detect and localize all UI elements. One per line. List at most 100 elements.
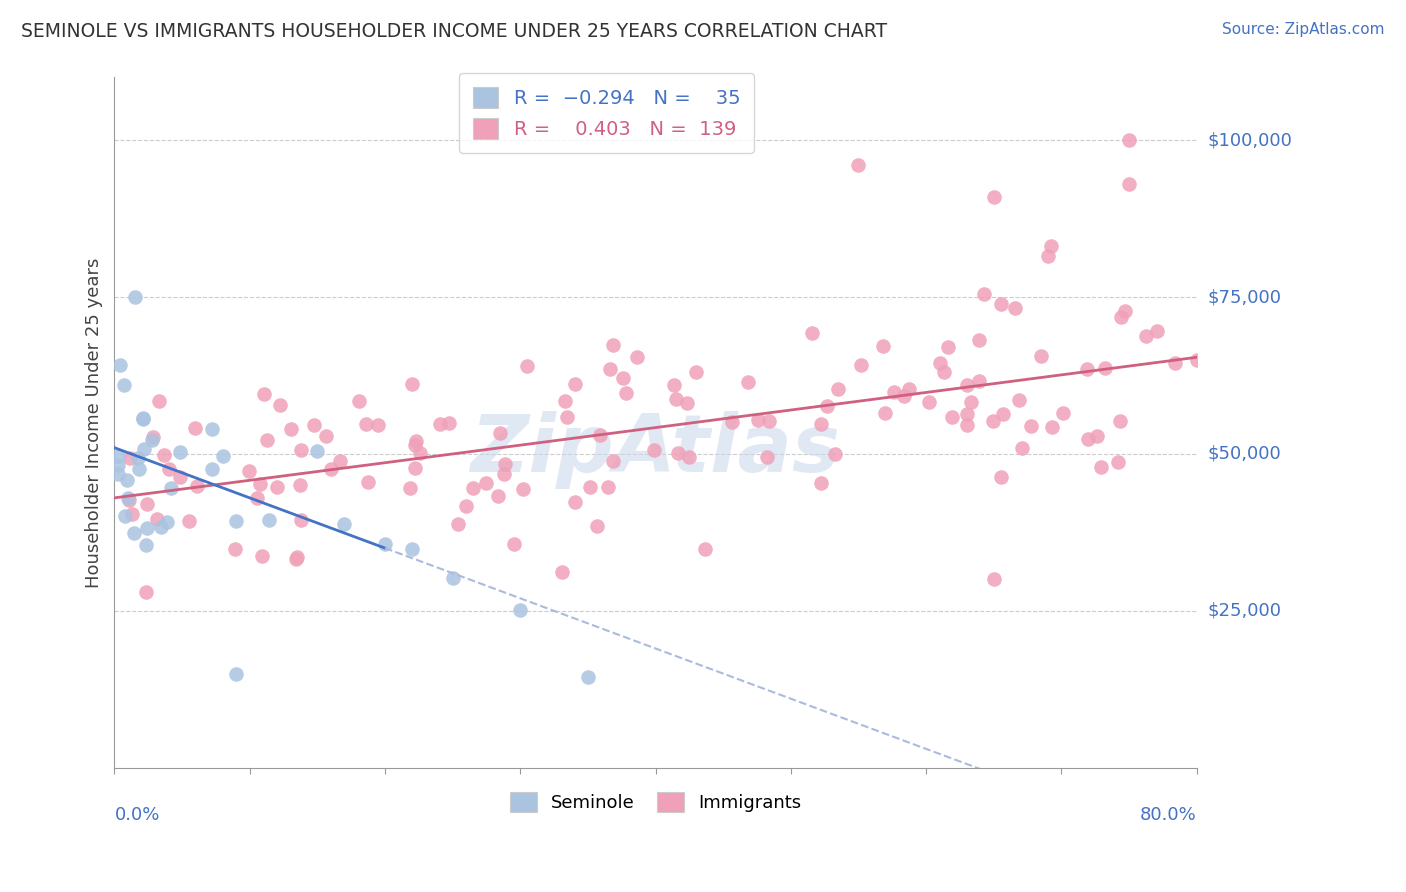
Point — [1185, 352, 1208, 367]
Point — [374, 537, 396, 551]
Point — [454, 499, 477, 513]
Point — [367, 418, 389, 433]
Point — [441, 571, 464, 585]
Point — [134, 442, 156, 456]
Point — [259, 513, 281, 527]
Point — [973, 287, 995, 301]
Point — [758, 413, 780, 427]
Point — [169, 470, 191, 484]
Point — [983, 573, 1005, 587]
Point — [665, 392, 688, 406]
Point — [169, 445, 191, 459]
Point — [153, 448, 176, 462]
Point — [141, 433, 163, 447]
Point — [249, 477, 271, 491]
Point — [554, 394, 576, 409]
Point — [612, 371, 634, 385]
Point — [1076, 361, 1098, 376]
Point — [678, 450, 700, 464]
Point — [157, 462, 180, 476]
Point — [148, 394, 170, 409]
Point — [253, 387, 276, 401]
Point — [956, 407, 979, 421]
Point — [489, 425, 512, 440]
Point — [404, 438, 426, 452]
Point — [1004, 301, 1026, 316]
Point — [564, 377, 586, 392]
Point — [990, 297, 1012, 311]
Point — [1011, 441, 1033, 455]
Point — [409, 446, 432, 460]
Point — [1085, 429, 1108, 443]
Point — [1164, 356, 1187, 370]
Point — [131, 411, 153, 425]
Point — [290, 513, 312, 527]
Point — [201, 462, 224, 476]
Point — [135, 497, 157, 511]
Point — [557, 410, 579, 425]
Point — [155, 515, 177, 529]
Point — [333, 517, 356, 532]
Point — [626, 350, 648, 364]
Legend: Seminole, Immigrants: Seminole, Immigrants — [501, 783, 810, 821]
Point — [883, 384, 905, 399]
Point — [302, 417, 325, 432]
Point — [1052, 406, 1074, 420]
Text: ZipAtlas: ZipAtlas — [471, 411, 841, 489]
Point — [115, 473, 138, 487]
Point — [1146, 324, 1168, 338]
Point — [873, 406, 896, 420]
Text: SEMINOLE VS IMMIGRANTS HOUSEHOLDER INCOME UNDER 25 YEARS CORRELATION CHART: SEMINOLE VS IMMIGRANTS HOUSEHOLDER INCOM… — [21, 22, 887, 41]
Point — [128, 462, 150, 476]
Point — [238, 464, 260, 478]
Point — [983, 189, 1005, 203]
Point — [824, 447, 846, 461]
Point — [347, 393, 370, 408]
Point — [981, 414, 1004, 428]
Point — [1029, 349, 1052, 363]
Text: $100,000: $100,000 — [1208, 131, 1292, 149]
Point — [112, 377, 135, 392]
Point — [405, 434, 427, 449]
Point — [124, 290, 146, 304]
Point — [551, 565, 574, 579]
Point — [893, 389, 915, 403]
Point — [936, 340, 959, 354]
Point — [186, 479, 208, 493]
Point — [107, 467, 129, 482]
Point — [1036, 249, 1059, 263]
Point — [1040, 238, 1063, 252]
Point — [135, 585, 157, 599]
Point — [401, 541, 423, 556]
Point — [602, 454, 624, 468]
Point — [107, 449, 129, 463]
Point — [1135, 328, 1157, 343]
Text: Source: ZipAtlas.com: Source: ZipAtlas.com — [1222, 22, 1385, 37]
Point — [118, 492, 141, 507]
Point — [1008, 393, 1031, 408]
Point — [993, 407, 1015, 421]
Point — [956, 417, 979, 432]
Point — [579, 480, 602, 494]
Text: 0.0%: 0.0% — [114, 805, 160, 823]
Point — [285, 549, 308, 564]
Point — [429, 417, 451, 432]
Text: $25,000: $25,000 — [1208, 602, 1282, 620]
Point — [127, 451, 149, 466]
Point — [664, 378, 686, 392]
Point — [280, 422, 302, 436]
Point — [800, 326, 823, 340]
Point — [956, 378, 979, 392]
Point — [122, 525, 145, 540]
Point — [212, 450, 235, 464]
Point — [183, 421, 205, 435]
Point — [108, 358, 131, 372]
Point — [598, 480, 620, 494]
Point — [177, 514, 200, 528]
Point — [401, 376, 423, 391]
Point — [616, 386, 638, 401]
Point — [107, 458, 129, 472]
Point — [398, 481, 420, 495]
Point — [135, 539, 157, 553]
Point — [643, 442, 665, 457]
